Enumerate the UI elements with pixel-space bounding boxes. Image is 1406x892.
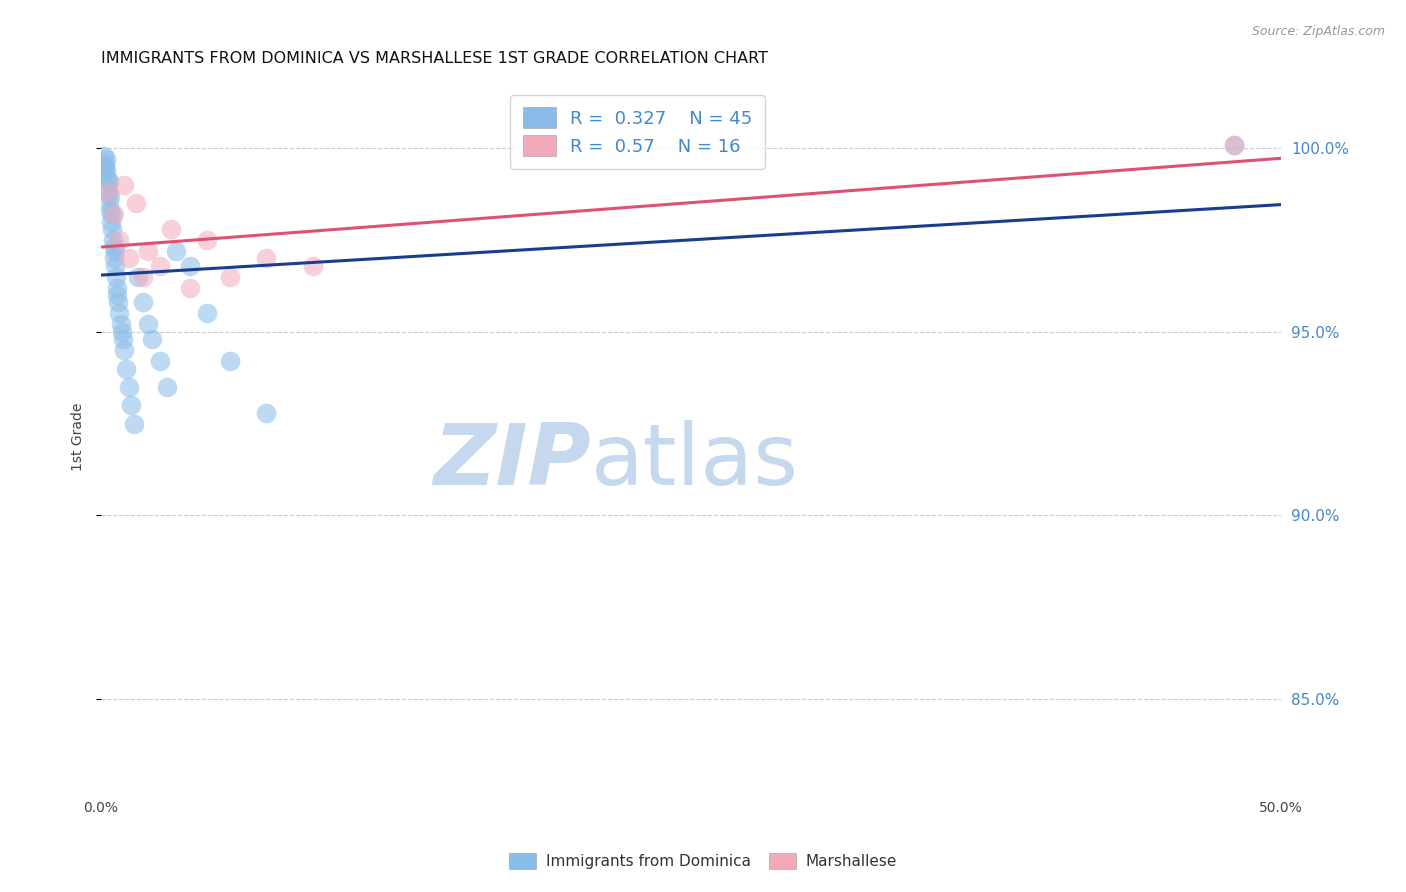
Point	[100, 203, 122, 218]
Point	[110, 318, 132, 332]
Point	[132, 295, 155, 310]
Point	[118, 252, 141, 266]
Text: IMMIGRANTS FROM DOMINICA VS MARSHALLESE 1ST GRADE CORRELATION CHART: IMMIGRANTS FROM DOMINICA VS MARSHALLESE …	[100, 51, 768, 66]
Point	[96, 163, 118, 178]
Point	[1223, 137, 1246, 152]
Point	[97, 178, 120, 192]
Point	[112, 178, 135, 192]
Point	[111, 332, 134, 346]
Point	[97, 186, 120, 200]
Point	[97, 186, 120, 200]
Point	[165, 244, 187, 258]
Point	[108, 233, 131, 247]
Point	[101, 222, 124, 236]
Point	[122, 417, 145, 431]
Point	[118, 380, 141, 394]
Point	[103, 240, 125, 254]
Point	[127, 269, 149, 284]
Point	[100, 215, 122, 229]
Point	[132, 269, 155, 284]
Point	[1223, 137, 1246, 152]
Point	[103, 252, 125, 266]
Point	[195, 233, 218, 247]
Point	[108, 306, 131, 320]
Point	[105, 288, 128, 302]
Point	[96, 170, 118, 185]
Point	[120, 398, 142, 412]
Legend: R =  0.327    N = 45, R =  0.57    N = 16: R = 0.327 N = 45, R = 0.57 N = 16	[510, 95, 765, 169]
Point	[104, 259, 127, 273]
Point	[179, 281, 201, 295]
Point	[104, 244, 127, 258]
Text: atlas: atlas	[591, 420, 799, 503]
Point	[94, 153, 117, 167]
Point	[103, 207, 125, 221]
Point	[94, 156, 117, 170]
Point	[254, 406, 277, 420]
Text: ZIP: ZIP	[433, 420, 591, 503]
Point	[219, 354, 242, 368]
Point	[115, 361, 138, 376]
Point	[148, 259, 170, 273]
Point	[125, 196, 148, 211]
Point	[94, 160, 117, 174]
Point	[101, 207, 124, 221]
Point	[160, 222, 183, 236]
Text: Source: ZipAtlas.com: Source: ZipAtlas.com	[1251, 25, 1385, 38]
Point	[179, 259, 201, 273]
Point	[97, 174, 120, 188]
Point	[105, 281, 128, 295]
Y-axis label: 1st Grade: 1st Grade	[72, 402, 86, 471]
Point	[156, 380, 179, 394]
Legend: Immigrants from Dominica, Marshallese: Immigrants from Dominica, Marshallese	[503, 847, 903, 875]
Point	[112, 343, 135, 358]
Point	[136, 244, 159, 258]
Point	[98, 189, 121, 203]
Point	[148, 354, 170, 368]
Point	[219, 269, 242, 284]
Point	[195, 306, 218, 320]
Point	[101, 233, 124, 247]
Point	[98, 196, 121, 211]
Point	[254, 252, 277, 266]
Point	[93, 148, 115, 162]
Point	[111, 325, 134, 339]
Point	[136, 318, 159, 332]
Point	[107, 295, 129, 310]
Point	[104, 269, 127, 284]
Point	[141, 332, 163, 346]
Point	[302, 259, 325, 273]
